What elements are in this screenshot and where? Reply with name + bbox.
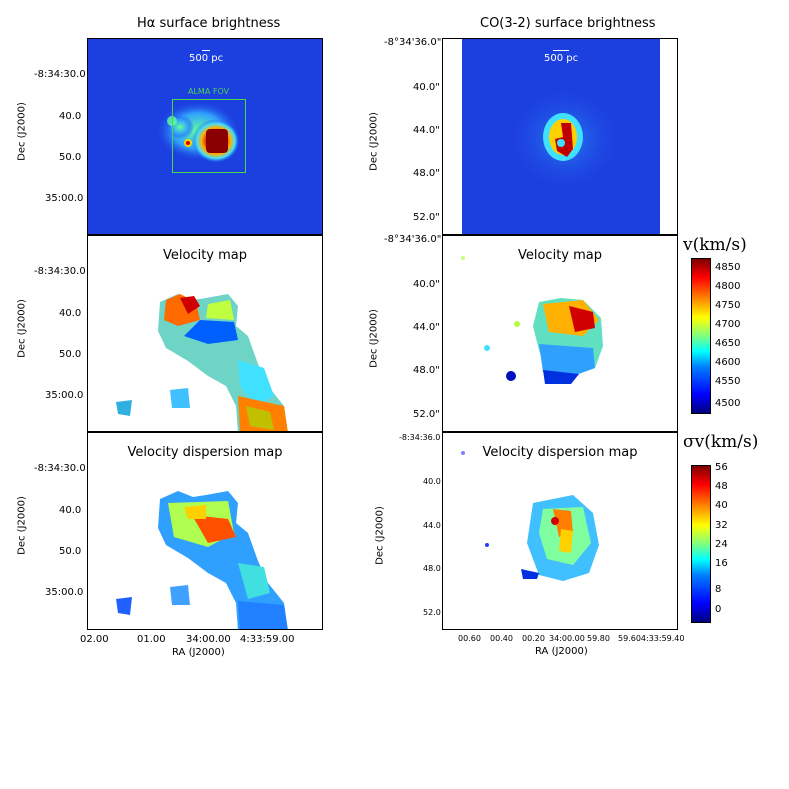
right-mid-ytick-4: 48.0" <box>413 365 440 376</box>
right-top-ytick-2: 40.0" <box>413 82 440 93</box>
right-xtick-4: 34:00.00 <box>549 634 585 643</box>
left-mid-ytick-1: -8:34:30.0 <box>34 266 86 277</box>
halpha-dispersion-panel: Velocity dispersion map <box>87 432 323 630</box>
left-top-ylabel: Dec (J2000) <box>16 102 28 161</box>
co-velocity-image <box>461 256 603 384</box>
velocity-colorbar <box>691 258 711 414</box>
velocity-cb-tick-6: 4600 <box>715 357 741 368</box>
left-top-ytick-2: 40.0 <box>59 111 82 122</box>
left-mid-ylabel: Dec (J2000) <box>16 299 28 358</box>
velocity-cb-tick-5: 4650 <box>715 338 741 349</box>
alma-fov-label: ALMA FOV <box>188 87 230 96</box>
co-surface-brightness-panel: 500 pc <box>442 38 678 235</box>
halpha-dispersion-image <box>116 491 288 629</box>
left-bot-ytick-1: -8:34:30.0 <box>34 463 86 474</box>
right-xlabel: RA (J2000) <box>535 646 588 657</box>
co-title: CO(3-2) surface brightness <box>480 16 656 31</box>
right-top-ytick-5: 52.0" <box>413 212 440 223</box>
right-bot-ylabel: Dec (J2000) <box>374 506 386 565</box>
right-mid-ylabel: Dec (J2000) <box>368 309 380 368</box>
left-mid-ytick-2: 40.0 <box>59 308 82 319</box>
right-xtick-1: 00.60 <box>458 634 481 643</box>
dispersion-cb-tick-6: 16 <box>715 558 728 569</box>
left-top-ytick-3: 50.0 <box>59 152 82 163</box>
co-velocity-title: Velocity map <box>517 248 602 263</box>
right-xtick-5: 59.80 <box>587 634 610 643</box>
scale-bar-label: 500 pc <box>189 53 224 64</box>
left-xtick-2: 01.00 <box>137 634 166 645</box>
co-velocity-panel: Velocity map <box>442 235 678 432</box>
velocity-cb-tick-2: 4800 <box>715 281 741 292</box>
left-xtick-3: 34:00.00 <box>186 634 231 645</box>
alma-fov-box <box>172 99 246 173</box>
right-mid-ytick-2: 40.0" <box>413 279 440 290</box>
right-mid-ytick-1: -8°34'36.0" <box>384 234 442 245</box>
right-mid-ytick-3: 44.0" <box>413 322 440 333</box>
halpha-velocity-title: Velocity map <box>162 248 247 263</box>
right-top-ytick-3: 44.0" <box>413 125 440 136</box>
right-xtick-2: 00.40 <box>490 634 513 643</box>
right-bot-ytick-5: 52.0 <box>423 608 441 617</box>
scale-bar-line <box>202 50 210 51</box>
co-dispersion-image <box>461 451 599 581</box>
halpha-image <box>156 101 240 163</box>
right-top-ytick-1: -8°34'36.0" <box>384 37 442 48</box>
dispersion-colorbar-label: σv(km/s) <box>683 432 759 452</box>
dispersion-cb-tick-5: 24 <box>715 539 728 550</box>
right-bot-ytick-1: -8:34:36.0 <box>399 433 441 442</box>
velocity-colorbar-label: v(km/s) <box>683 235 747 255</box>
left-mid-ytick-3: 50.0 <box>59 349 82 360</box>
velocity-cb-tick-8: 4500 <box>715 398 741 409</box>
velocity-cb-tick-7: 4550 <box>715 376 741 387</box>
right-bot-ytick-3: 44.0 <box>423 521 441 530</box>
left-bot-ytick-2: 40.0 <box>59 505 82 516</box>
co-dispersion-panel: Velocity dispersion map <box>442 432 678 630</box>
right-xtick-6: 59.604:33:59.40 <box>618 634 685 643</box>
dispersion-cb-tick-4: 32 <box>715 520 728 531</box>
left-top-ytick-4: 35:00.0 <box>45 193 84 204</box>
halpha-title: Hα surface brightness <box>137 16 281 31</box>
left-mid-ytick-4: 35:00.0 <box>45 390 84 401</box>
left-top-ytick-1: -8:34:30.0 <box>34 69 86 80</box>
left-bot-ytick-4: 35:00.0 <box>45 587 84 598</box>
right-top-ylabel: Dec (J2000) <box>368 112 380 171</box>
co-scale-bar-label: 500 pc <box>544 53 579 64</box>
right-top-ytick-4: 48.0" <box>413 168 440 179</box>
right-mid-ytick-5: 52.0" <box>413 409 440 420</box>
co-dispersion-title: Velocity dispersion map <box>482 445 638 460</box>
left-xtick-1: 02.00 <box>80 634 109 645</box>
dispersion-cb-tick-8: 0 <box>715 604 722 615</box>
halpha-velocity-image <box>116 294 288 431</box>
left-xlabel: RA (J2000) <box>172 647 225 658</box>
left-bot-ylabel: Dec (J2000) <box>16 496 28 555</box>
dispersion-cb-tick-3: 40 <box>715 500 728 511</box>
co-image <box>462 39 660 234</box>
velocity-cb-tick-3: 4750 <box>715 300 741 311</box>
co-scale-bar-line <box>553 50 569 51</box>
right-xtick-3: 00.20 <box>522 634 545 643</box>
velocity-cb-tick-1: 4850 <box>715 262 741 273</box>
right-bot-ytick-4: 48.0 <box>423 564 441 573</box>
halpha-dispersion-title: Velocity dispersion map <box>127 445 283 460</box>
halpha-surface-brightness-panel: 500 pc ALMA FOV <box>87 38 323 235</box>
left-bot-ytick-3: 50.0 <box>59 546 82 557</box>
dispersion-cb-tick-2: 48 <box>715 481 728 492</box>
halpha-velocity-panel: Velocity map <box>87 235 323 432</box>
right-bot-ytick-2: 40.0 <box>423 477 441 486</box>
velocity-cb-tick-4: 4700 <box>715 319 741 330</box>
dispersion-cb-tick-1: 56 <box>715 462 728 473</box>
dispersion-cb-tick-7: 8 <box>715 584 722 595</box>
left-xtick-4: 4:33:59.00 <box>240 634 295 645</box>
dispersion-colorbar <box>691 465 711 623</box>
